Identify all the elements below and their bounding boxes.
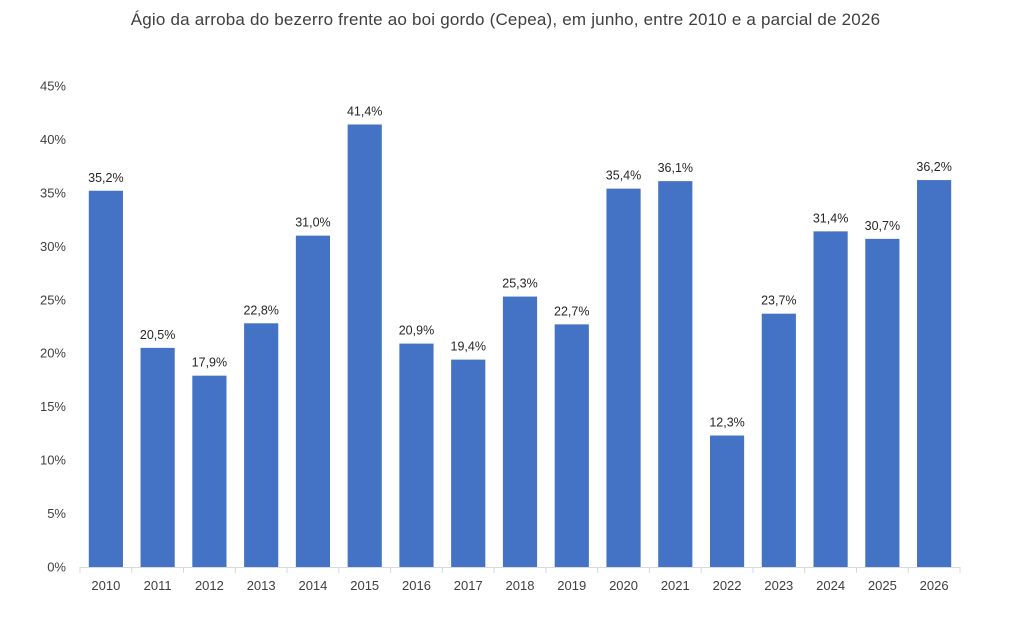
x-tick-label-2011: 2011 <box>144 578 172 593</box>
data-label-2015: 41,4% <box>347 104 382 118</box>
x-tick-label-2015: 2015 <box>350 578 379 593</box>
bar-2020 <box>606 188 641 567</box>
x-tick-label-2012: 2012 <box>195 578 224 593</box>
y-tick-label: 45% <box>40 79 66 94</box>
bar-2025 <box>865 238 900 567</box>
x-tick-label-2019: 2019 <box>557 578 586 593</box>
bar-2021 <box>658 181 693 567</box>
data-label-2017: 19,4% <box>451 340 486 354</box>
bar-2012 <box>192 375 227 567</box>
x-tick-label-2014: 2014 <box>298 578 327 593</box>
x-tick-label-2017: 2017 <box>454 578 483 593</box>
x-tick-label-2021: 2021 <box>661 578 690 593</box>
data-label-2014: 31,0% <box>295 216 330 230</box>
y-tick-label: 30% <box>40 239 66 254</box>
x-tick-label-2024: 2024 <box>816 578 845 593</box>
data-label-2024: 31,4% <box>813 211 848 225</box>
y-tick-label: 5% <box>47 506 66 521</box>
bar-2026 <box>917 180 952 567</box>
y-tick-label: 0% <box>47 560 66 575</box>
x-tick-label-2023: 2023 <box>764 578 793 593</box>
data-label-2016: 20,9% <box>399 324 434 338</box>
x-tick-label-2020: 2020 <box>609 578 638 593</box>
bar-2010 <box>88 190 123 568</box>
bar-2022 <box>709 435 745 567</box>
data-label-2022: 12,3% <box>709 416 744 430</box>
bar-2011 <box>140 347 175 567</box>
data-label-2020: 35,4% <box>606 169 641 183</box>
y-tick-label: 15% <box>40 399 66 414</box>
y-tick-label: 20% <box>40 346 66 361</box>
bar-2016 <box>399 343 434 567</box>
data-label-2012: 17,9% <box>192 356 227 370</box>
bar-2024 <box>813 231 848 567</box>
bar-2018 <box>502 296 538 567</box>
data-label-2026: 36,2% <box>916 160 951 174</box>
bar-2017 <box>451 359 486 567</box>
bar-2019 <box>554 324 589 567</box>
y-tick-label: 25% <box>40 292 66 307</box>
bar-2023 <box>761 313 796 567</box>
data-label-2021: 36,1% <box>658 161 693 175</box>
x-tick-label-2016: 2016 <box>402 578 431 593</box>
data-label-2013: 22,8% <box>243 303 278 317</box>
data-label-2010: 35,2% <box>88 171 123 185</box>
bar-2014 <box>295 235 331 567</box>
chart-title: Ágio da arroba do bezerro frente ao boi … <box>130 10 881 29</box>
x-tick-label-2013: 2013 <box>247 578 276 593</box>
data-label-2019: 22,7% <box>554 304 589 318</box>
y-tick-label: 10% <box>40 453 66 468</box>
x-tick-label-2025: 2025 <box>868 578 897 593</box>
y-tick-label: 35% <box>40 185 66 200</box>
bar-2013 <box>244 323 279 567</box>
bar-2015 <box>347 124 382 567</box>
x-tick-label-2026: 2026 <box>920 578 949 593</box>
data-label-2018: 25,3% <box>502 277 537 291</box>
y-tick-label: 40% <box>40 132 66 147</box>
x-tick-label-2018: 2018 <box>506 578 535 593</box>
data-label-2023: 23,7% <box>761 294 796 308</box>
data-label-2011: 20,5% <box>140 328 175 342</box>
data-label-2025: 30,7% <box>865 219 900 233</box>
x-tick-label-2022: 2022 <box>713 578 742 593</box>
x-tick-label-2010: 2010 <box>91 578 120 593</box>
